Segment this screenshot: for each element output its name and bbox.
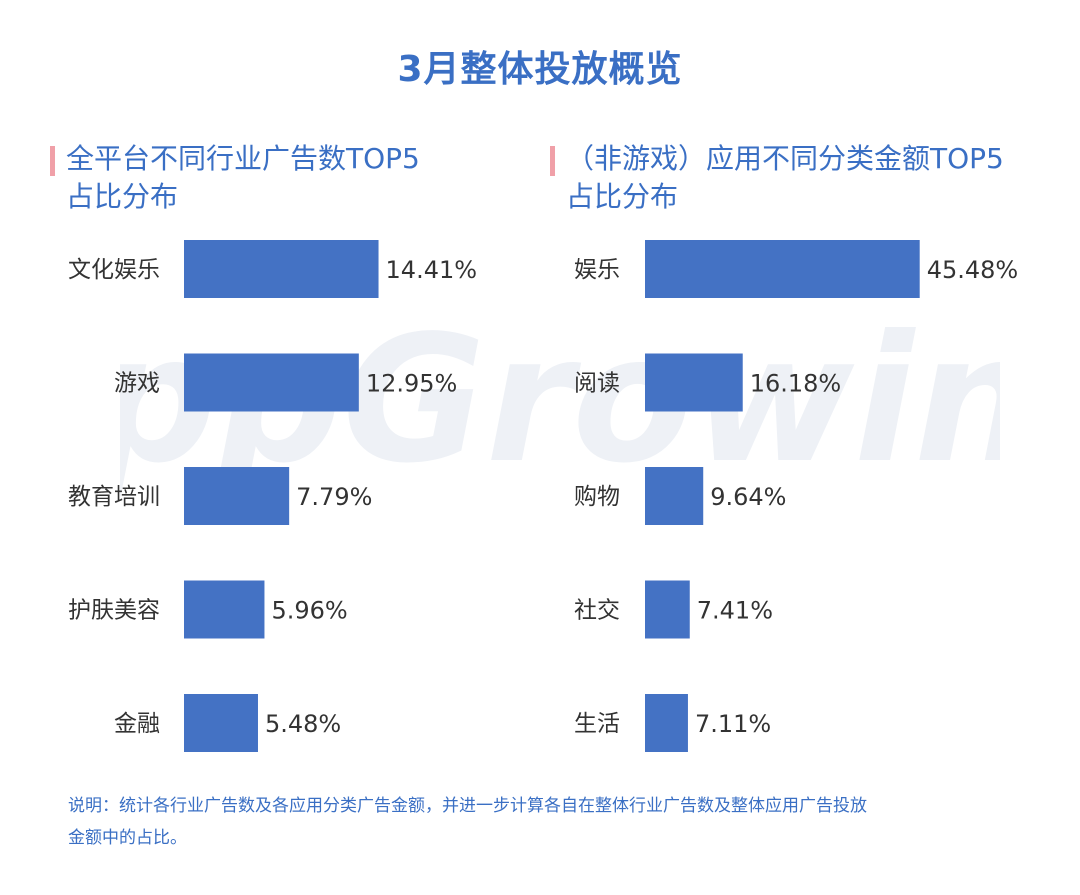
app-chart-title-line-2: 占比分布 [566,180,679,213]
app-category-category-label: 社交 [574,598,620,624]
industry-category-label: 护肤美容 [68,598,160,624]
app-category-bar [645,353,743,412]
industry-chart-title: 全平台不同行业广告数TOP5 占比分布 [66,140,566,216]
industry-bar [184,694,258,752]
industry-value-label: 12.95% [366,370,458,398]
industry-value-label: 7.79% [296,483,372,511]
industry-category-label: 金融 [114,711,160,737]
app-chart-title-line-1: （非游戏）应用不同分类金额TOP5 [566,142,1004,175]
app-category-value-label: 7.11% [695,710,771,738]
industry-panel-accent [50,146,55,176]
app-category-value-label: 16.18% [750,370,842,398]
app-category-value-label: 9.64% [710,483,786,511]
industry-category-label: 教育培训 [68,484,160,510]
industry-bar [184,467,290,525]
app-category-category-label: 购物 [574,484,620,510]
industry-value-label: 5.48% [265,710,341,738]
footnote-line-2: 金额中的占比。 [68,828,187,848]
industry-value-label: 5.96% [271,597,347,625]
app-category-bar [645,467,704,525]
industry-ad-count-chart: 文化娱乐 14.41% 游戏 12.95% 教育培训 7.79% 护肤美容 5.96% 金融 5.… [68,240,478,752]
app-category-bar [645,240,920,298]
industry-category-label: 游戏 [114,371,160,397]
footnote: 说明：统计各行业广告数及各应用分类广告金额，并进一步计算各自在整体行业广告数及整… [68,790,1018,854]
app-category-spend-chart: 娱乐 45.48% 阅读 16.18% 购物 9.64% 社交 7.41% 生活 7.11% [574,240,1019,752]
app-chart-title: （非游戏）应用不同分类金额TOP5 占比分布 [566,140,1066,216]
industry-chart-title-line-2: 占比分布 [66,180,179,213]
app-category-category-label: 娱乐 [574,257,620,283]
industry-value-label: 14.41% [386,256,478,284]
app-category-value-label: 7.41% [697,597,773,625]
industry-bar [184,240,379,298]
app-category-spend-panel: （非游戏）应用不同分类金额TOP5 占比分布 娱乐 45.48% 阅读 16.18% 购… [550,140,1070,780]
footnote-line-1: 说明：统计各行业广告数及各应用分类广告金额，并进一步计算各自在整体行业广告数及整… [68,796,867,816]
app-category-category-label: 生活 [574,711,620,737]
page-title: 3月整体投放概览 [397,49,683,90]
app-category-bar [645,694,688,752]
app-category-bar [645,580,690,639]
industry-chart-title-line-1: 全平台不同行业广告数TOP5 [66,142,420,175]
industry-bar [184,580,265,639]
app-category-category-label: 阅读 [574,371,620,397]
industry-ad-count-panel: 全平台不同行业广告数TOP5 占比分布 文化娱乐 14.41% 游戏 12.95% 教育… [50,140,570,780]
app-category-value-label: 45.48% [927,256,1019,284]
industry-category-label: 文化娱乐 [68,257,160,283]
app-panel-accent [550,146,555,176]
industry-bar [184,353,359,412]
